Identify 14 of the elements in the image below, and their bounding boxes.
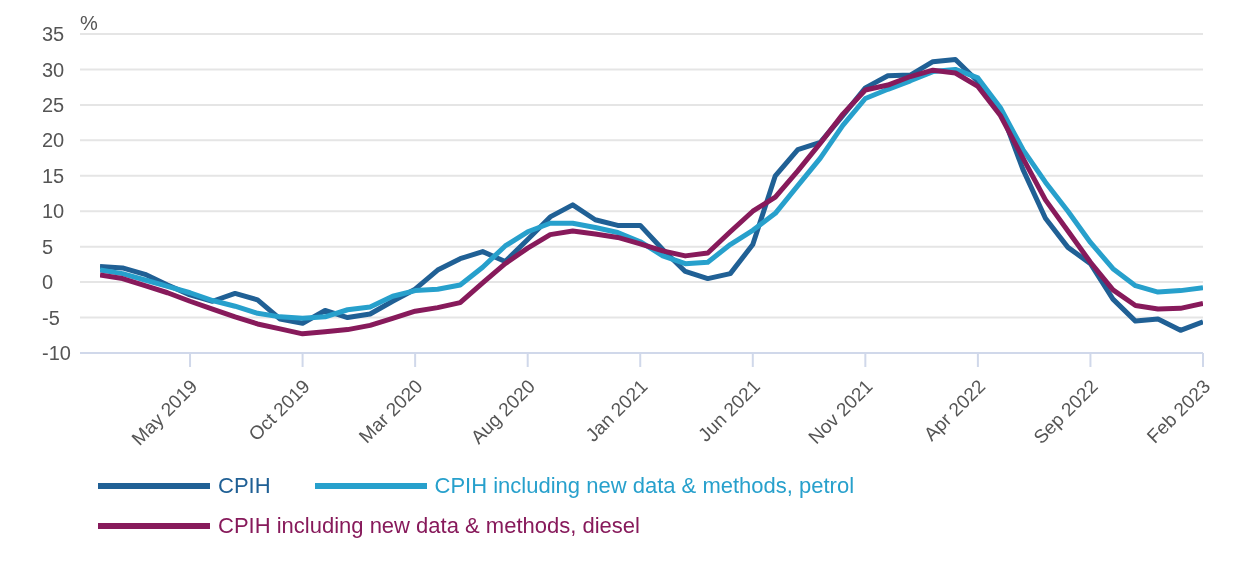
y-tick-label: 30 — [42, 58, 65, 81]
y-tick-label: 5 — [42, 235, 54, 258]
y-axis-title: % — [80, 12, 98, 35]
text: CPIH including new data & methods, diesel — [218, 513, 640, 539]
text: CPIH — [218, 473, 271, 499]
y-tick-label: -5 — [42, 306, 60, 329]
y-tick-label: 20 — [42, 129, 65, 152]
y-tick-label: 15 — [42, 164, 65, 187]
y-tick-label: 25 — [42, 93, 65, 116]
y-tick-label: -10 — [42, 342, 71, 365]
text: CPIH including new data & methods, petrol — [434, 473, 855, 499]
y-tick-label: 35 — [42, 23, 65, 46]
y-tick-label: 0 — [42, 271, 54, 294]
y-tick-label: 10 — [42, 200, 65, 223]
